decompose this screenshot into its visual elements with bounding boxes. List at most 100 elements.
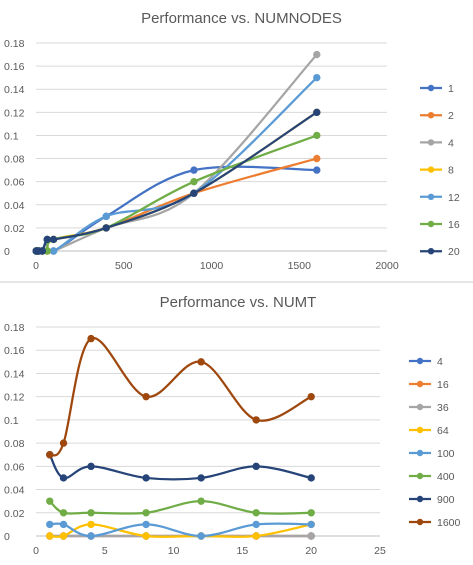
chart-1-point-12 xyxy=(49,247,58,255)
chart-1-point-12 xyxy=(313,73,321,82)
chart-2-point-1600 xyxy=(197,358,205,366)
chart-2-legend-label: 100 xyxy=(437,448,455,460)
chart-2-point-64 xyxy=(46,532,54,540)
chart-2-x-tick-label: 15 xyxy=(237,545,249,557)
chart-2-legend-marker xyxy=(416,403,424,411)
chart-1-svg: Performance vs. NUMNODES 0 0.02 0.04 0.06 0.0… xyxy=(4,10,460,272)
chart-1-legend-label: 16 xyxy=(448,219,460,231)
chart-2-point-900 xyxy=(252,462,260,471)
chart-2-point-100 xyxy=(87,532,95,540)
chart-1-legend-entry: 1 xyxy=(420,83,454,95)
chart-1-point-20 xyxy=(102,224,110,232)
chart-1-point-4 xyxy=(313,50,321,59)
chart-2-point-100 xyxy=(46,520,54,529)
chart-2-title: Performance vs. NUMT xyxy=(160,294,317,311)
chart-2-legend-marker xyxy=(416,518,424,526)
chart-1-legend-marker xyxy=(427,112,435,119)
chart-2-x-tick-label: 0 xyxy=(33,545,39,557)
chart-1-x-tick-label: 2000 xyxy=(375,260,399,272)
chart-2-point-400 xyxy=(87,509,95,517)
chart-2-legend-entry: 900 xyxy=(409,494,455,506)
chart-2-point-1600 xyxy=(142,392,150,401)
chart-1-x-tick-label: 1500 xyxy=(288,260,312,272)
chart-1-y-tick-label: 0.02 xyxy=(4,223,25,235)
chart-2-legend-label: 1600 xyxy=(437,517,461,529)
chart-2-legend-label: 400 xyxy=(437,471,455,483)
chart-2-point-400 xyxy=(307,509,315,517)
chart-2-point-900 xyxy=(307,474,315,482)
chart-2-y-tick-label: 0.16 xyxy=(4,345,25,357)
chart-1-legend-entry: 16 xyxy=(420,219,460,231)
chart-2-legend-marker xyxy=(416,472,424,480)
chart-2-point-900 xyxy=(197,474,205,482)
chart-1-legend-entry: 8 xyxy=(420,165,454,177)
chart-performance-vs-numnodes: Performance vs. NUMNODES 0 0.02 0.04 0.06 0.0… xyxy=(0,0,473,281)
chart-2-y-tick-label: 0 xyxy=(4,531,10,543)
chart-1-point-20 xyxy=(38,247,47,255)
chart-1-y-tick-label: 0.04 xyxy=(4,200,25,212)
chart-1-point-20 xyxy=(190,189,198,197)
chart-1-legend-marker xyxy=(427,193,435,200)
chart-2-legend-entry: 36 xyxy=(409,402,449,414)
chart-2-y-tick-label: 0.04 xyxy=(4,485,25,497)
chart-2-series-64 xyxy=(46,520,315,540)
chart-2-point-64 xyxy=(87,520,95,529)
chart-1-legend-label: 2 xyxy=(448,110,454,122)
chart-2-svg: Performance vs. NUMT 0 0.02 0.04 0.06 0.08 0.1… xyxy=(4,294,461,557)
chart-1-x-tick-label: 500 xyxy=(115,260,133,272)
chart-1-legend-label: 4 xyxy=(448,137,454,149)
chart-2-point-100 xyxy=(197,532,205,540)
chart-1-legend-marker xyxy=(427,139,435,146)
chart-1-point-20 xyxy=(43,235,51,244)
chart-2-legend-label: 16 xyxy=(437,379,449,391)
chart-2-y-tick-label: 0.1 xyxy=(4,415,19,427)
chart-2-point-36 xyxy=(307,532,315,540)
chart-1-legend-marker xyxy=(427,248,435,255)
chart-1-point-20 xyxy=(313,108,321,117)
chart-1-legend-marker xyxy=(427,166,435,173)
chart-2-point-64 xyxy=(252,532,260,540)
chart-2-series-400 xyxy=(46,497,315,517)
chart-2-x-tick-label: 20 xyxy=(305,545,317,557)
chart-2-point-900 xyxy=(59,474,68,482)
chart-1-point-16 xyxy=(190,177,198,186)
chart-2-legend-entry: 1600 xyxy=(409,517,461,529)
chart-1-legend-entry: 12 xyxy=(420,192,460,204)
chart-2-point-400 xyxy=(59,509,68,517)
chart-2-y-tick-label: 0.06 xyxy=(4,461,25,473)
chart-2-legend-marker xyxy=(416,357,424,365)
chart-1-legend-entry: 2 xyxy=(420,110,454,122)
chart-2-y-tick-label: 0.18 xyxy=(4,322,25,334)
chart-2-y-tick-label: 0.02 xyxy=(4,508,25,520)
chart-2-legend-label: 900 xyxy=(437,494,455,506)
chart-2-legend-marker xyxy=(416,380,424,388)
chart-2-legend-label: 64 xyxy=(437,425,449,437)
chart-2-series-100 xyxy=(46,520,315,540)
chart-1-y-tick-label: 0.16 xyxy=(4,61,25,73)
chart-2-legend-entry: 16 xyxy=(409,379,449,391)
chart-1-y-tick-label: 0.08 xyxy=(4,154,25,166)
chart-1-y-tick-label: 0.18 xyxy=(4,38,25,50)
chart-2-legend-marker xyxy=(416,495,424,503)
chart-2-series-1600 xyxy=(46,334,315,459)
chart-2-x-tick-label: 5 xyxy=(102,545,108,557)
chart-1-y-tick-label: 0.1 xyxy=(4,130,19,142)
chart-2-point-1600 xyxy=(46,451,54,459)
chart-1-series-line-4 xyxy=(35,53,318,254)
chart-2-legend-entry: 100 xyxy=(409,448,455,460)
chart-2-point-100 xyxy=(142,520,150,529)
chart-2-x-tick-label: 10 xyxy=(168,545,180,557)
chart-2-point-900 xyxy=(87,462,95,471)
chart-1-series-20 xyxy=(32,108,321,255)
chart-2-y-tick-label: 0.08 xyxy=(4,438,25,450)
chart-2-point-64 xyxy=(142,532,150,540)
chart-1-y-tick-label: 0.06 xyxy=(4,177,25,189)
chart-2-point-400 xyxy=(142,509,150,517)
chart-1-legend-label: 8 xyxy=(448,165,454,177)
chart-1-y-tick-label: 0.12 xyxy=(4,107,25,119)
chart-2-point-100 xyxy=(252,520,260,529)
chart-2-point-100 xyxy=(307,520,315,529)
chart-2-point-1600 xyxy=(252,416,260,424)
chart-1-point-2 xyxy=(313,154,321,163)
chart-2-legend-label: 36 xyxy=(437,402,449,414)
